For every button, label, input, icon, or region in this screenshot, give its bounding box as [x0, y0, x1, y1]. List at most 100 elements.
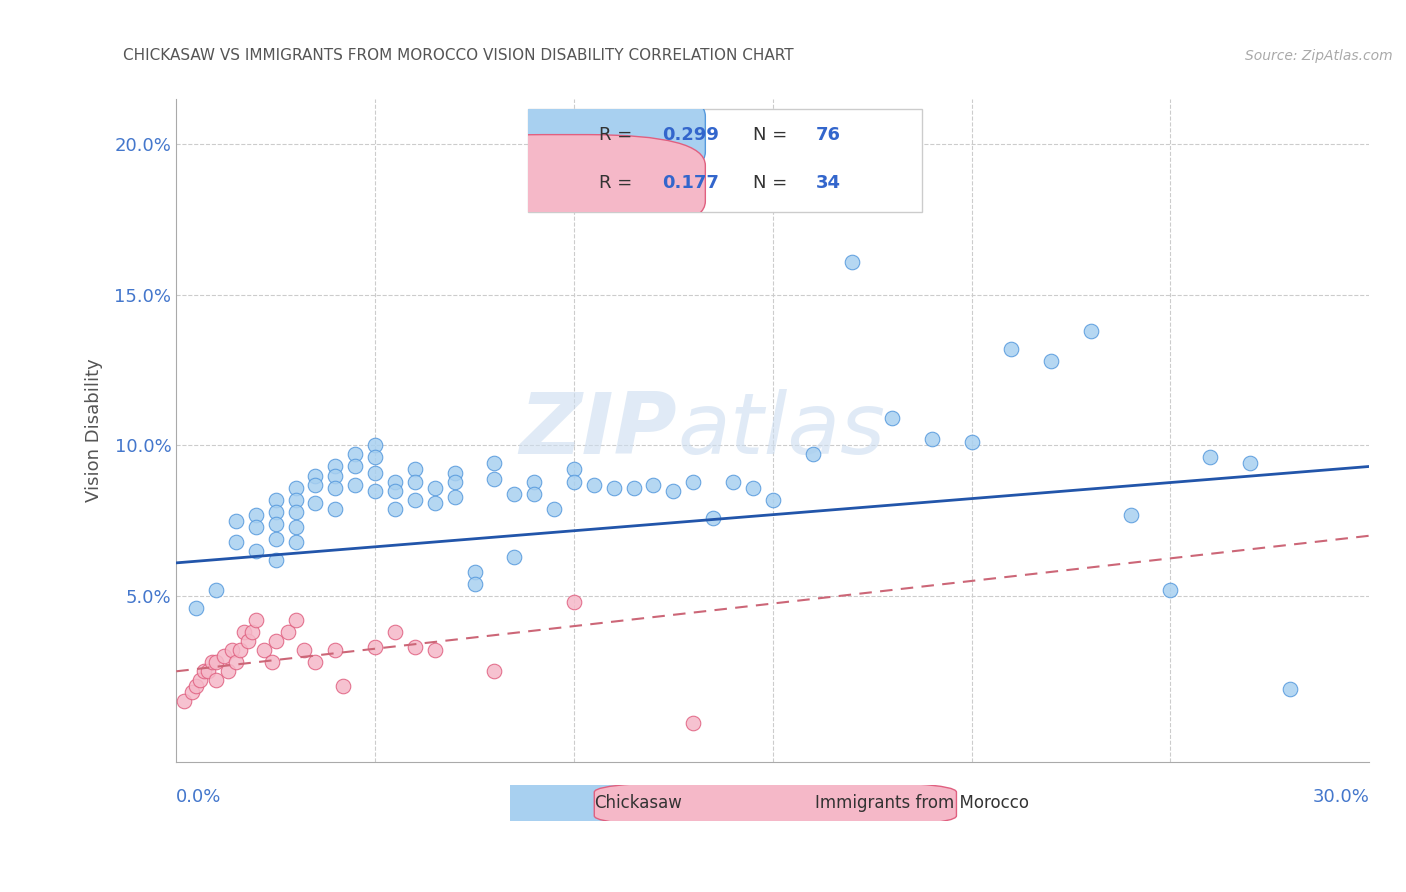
Point	[284, 492, 307, 507]
Point	[364, 640, 387, 655]
Point	[1080, 324, 1102, 338]
Point	[443, 490, 465, 504]
Point	[264, 553, 287, 567]
Point	[277, 625, 299, 640]
Point	[404, 492, 426, 507]
Point	[602, 481, 624, 495]
Point	[323, 459, 346, 474]
Point	[543, 501, 565, 516]
Point	[1199, 450, 1222, 465]
Point	[245, 544, 267, 558]
Point	[463, 577, 485, 591]
Point	[643, 477, 665, 491]
Point	[225, 655, 247, 669]
Point	[323, 643, 346, 657]
Point	[423, 481, 446, 495]
Point	[1000, 342, 1022, 356]
Point	[284, 505, 307, 519]
Point	[284, 481, 307, 495]
Point	[364, 466, 387, 480]
Point	[323, 501, 346, 516]
Point	[217, 665, 239, 679]
Point	[240, 625, 263, 640]
Point	[205, 582, 228, 597]
Point	[264, 492, 287, 507]
Point	[443, 466, 465, 480]
Point	[344, 477, 367, 491]
Point	[801, 447, 824, 461]
Point	[304, 495, 326, 509]
Point	[323, 481, 346, 495]
Point	[484, 457, 506, 471]
Point	[364, 438, 387, 452]
Point	[662, 483, 685, 498]
Point	[841, 254, 863, 268]
Point	[562, 462, 585, 476]
Point	[1278, 682, 1301, 697]
Point	[323, 468, 346, 483]
Point	[186, 679, 208, 693]
Point	[260, 655, 283, 669]
Point	[197, 665, 219, 679]
Point	[484, 471, 506, 485]
Text: atlas: atlas	[678, 389, 886, 472]
Point	[404, 475, 426, 489]
Point	[264, 634, 287, 648]
Point	[232, 625, 254, 640]
Point	[443, 475, 465, 489]
Point	[463, 565, 485, 579]
Point	[245, 613, 267, 627]
Text: ZIP: ZIP	[520, 389, 678, 472]
Point	[186, 601, 208, 615]
Point	[762, 492, 785, 507]
Point	[702, 510, 724, 524]
Point	[221, 643, 243, 657]
Y-axis label: Vision Disability: Vision Disability	[86, 359, 103, 502]
Point	[423, 643, 446, 657]
Point	[212, 649, 235, 664]
Point	[682, 475, 704, 489]
Point	[292, 643, 315, 657]
Point	[682, 715, 704, 730]
Point	[304, 655, 326, 669]
Point	[741, 481, 763, 495]
Text: 30.0%: 30.0%	[1312, 789, 1369, 806]
Point	[384, 501, 406, 516]
Point	[304, 468, 326, 483]
Point	[503, 486, 526, 500]
Point	[225, 514, 247, 528]
Point	[264, 516, 287, 531]
Point	[181, 685, 204, 699]
Point	[284, 613, 307, 627]
Point	[1239, 457, 1261, 471]
Point	[193, 665, 215, 679]
Point	[1119, 508, 1142, 522]
Point	[960, 435, 983, 450]
Point	[245, 508, 267, 522]
Text: CHICKASAW VS IMMIGRANTS FROM MOROCCO VISION DISABILITY CORRELATION CHART: CHICKASAW VS IMMIGRANTS FROM MOROCCO VIS…	[122, 47, 793, 62]
Point	[344, 447, 367, 461]
Point	[364, 450, 387, 465]
Point	[1040, 354, 1063, 368]
Point	[562, 475, 585, 489]
Point	[229, 643, 252, 657]
Point	[201, 655, 224, 669]
Point	[344, 459, 367, 474]
Point	[225, 534, 247, 549]
Point	[253, 643, 276, 657]
Point	[205, 673, 228, 688]
Point	[503, 549, 526, 564]
Point	[582, 477, 605, 491]
Point	[364, 483, 387, 498]
Point	[384, 625, 406, 640]
Point	[404, 640, 426, 655]
Point	[188, 673, 211, 688]
Point	[404, 462, 426, 476]
Point	[236, 634, 259, 648]
Point	[423, 495, 446, 509]
Point	[921, 433, 943, 447]
Point	[245, 519, 267, 533]
Point	[562, 595, 585, 609]
Point	[384, 483, 406, 498]
Text: Source: ZipAtlas.com: Source: ZipAtlas.com	[1246, 48, 1393, 62]
